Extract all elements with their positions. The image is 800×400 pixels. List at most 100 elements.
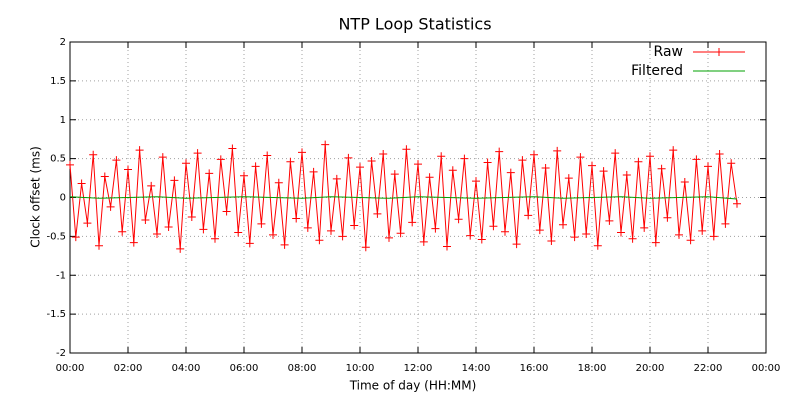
point-marker [605, 216, 614, 225]
y-tick-label: 1.5 [50, 76, 66, 87]
point-marker [454, 215, 463, 224]
x-tick-label: 00:00 [752, 363, 781, 374]
x-tick-label: 04:00 [172, 363, 201, 374]
point-marker [506, 168, 515, 177]
point-marker [199, 225, 208, 234]
point-marker [396, 229, 405, 238]
point-marker [599, 167, 608, 176]
point-marker [721, 219, 730, 228]
point-marker [315, 236, 324, 245]
y-tick-label: 2 [60, 37, 66, 48]
point-marker [187, 212, 196, 221]
point-marker [234, 228, 243, 237]
point-marker [274, 178, 283, 187]
point-marker [222, 207, 231, 216]
point-marker [356, 163, 364, 172]
point-marker [437, 152, 446, 161]
y-tick-label: 1 [60, 115, 66, 126]
point-marker [489, 222, 498, 231]
point-marker [390, 170, 399, 179]
point-marker [257, 219, 266, 228]
point-marker [100, 172, 109, 181]
point-marker [582, 230, 591, 239]
point-marker [564, 174, 573, 183]
legend-label: Raw [654, 44, 683, 60]
x-tick-label: 16:00 [520, 363, 549, 374]
point-marker [402, 145, 411, 154]
point-marker [216, 155, 225, 164]
point-marker [419, 237, 428, 246]
point-marker [106, 202, 115, 211]
point-marker [617, 228, 625, 237]
point-marker [669, 146, 678, 155]
point-marker [338, 232, 347, 241]
point-marker [344, 153, 353, 162]
point-marker [350, 221, 359, 230]
point-marker [129, 238, 138, 247]
chart-title: NTP Loop Statistics [338, 15, 491, 34]
point-marker [559, 220, 567, 229]
point-marker [547, 237, 556, 246]
y-axis-label: Clock offset (ms) [29, 146, 43, 247]
point-marker [83, 219, 92, 228]
point-marker [373, 209, 382, 218]
point-marker [182, 159, 190, 168]
point-marker [477, 235, 486, 244]
point-marker [628, 234, 637, 243]
point-marker [205, 169, 214, 178]
x-tick-label: 08:00 [288, 363, 317, 374]
point-marker [646, 152, 654, 161]
point-marker [77, 179, 86, 188]
point-marker [495, 147, 504, 156]
point-marker [251, 162, 260, 171]
legend-label: Filtered [631, 63, 683, 79]
point-marker [292, 214, 301, 223]
point-marker [524, 211, 533, 220]
x-tick-label: 10:00 [346, 363, 375, 374]
point-marker [686, 236, 695, 245]
point-marker [240, 171, 248, 180]
point-marker [408, 218, 417, 227]
x-tick-label: 12:00 [404, 363, 433, 374]
point-marker [303, 223, 312, 232]
point-marker [89, 150, 98, 159]
point-marker [327, 226, 335, 235]
point-marker [309, 167, 318, 176]
point-marker [158, 153, 167, 162]
point-marker [66, 160, 74, 169]
point-marker [332, 174, 341, 183]
point-marker [483, 158, 492, 167]
point-marker [448, 166, 457, 175]
point-marker [588, 161, 596, 170]
point-marker [425, 173, 434, 182]
plot-border [69, 41, 767, 354]
point-marker [379, 149, 388, 158]
point-marker [680, 177, 689, 186]
point-marker [321, 140, 330, 149]
x-tick-label: 14:00 [462, 363, 491, 374]
point-marker [651, 238, 660, 247]
point-marker [593, 241, 602, 250]
point-marker [611, 149, 620, 158]
point-marker [245, 239, 254, 248]
point-marker [211, 234, 219, 243]
x-tick-label: 22:00 [694, 363, 723, 374]
y-tick-label: 0.5 [50, 154, 66, 165]
point-marker [541, 163, 550, 172]
point-marker [385, 233, 393, 242]
point-marker [164, 223, 173, 232]
point-marker [535, 226, 544, 235]
point-marker [460, 154, 469, 163]
series-line [69, 196, 738, 200]
point-marker [263, 151, 272, 160]
point-marker [698, 226, 707, 235]
point-marker [124, 165, 132, 174]
point-marker [512, 240, 521, 249]
point-marker [118, 227, 127, 236]
point-marker [530, 150, 538, 159]
point-marker [704, 162, 712, 171]
x-tick-label: 18:00 [578, 363, 607, 374]
point-marker [709, 232, 718, 241]
point-marker [367, 156, 376, 165]
